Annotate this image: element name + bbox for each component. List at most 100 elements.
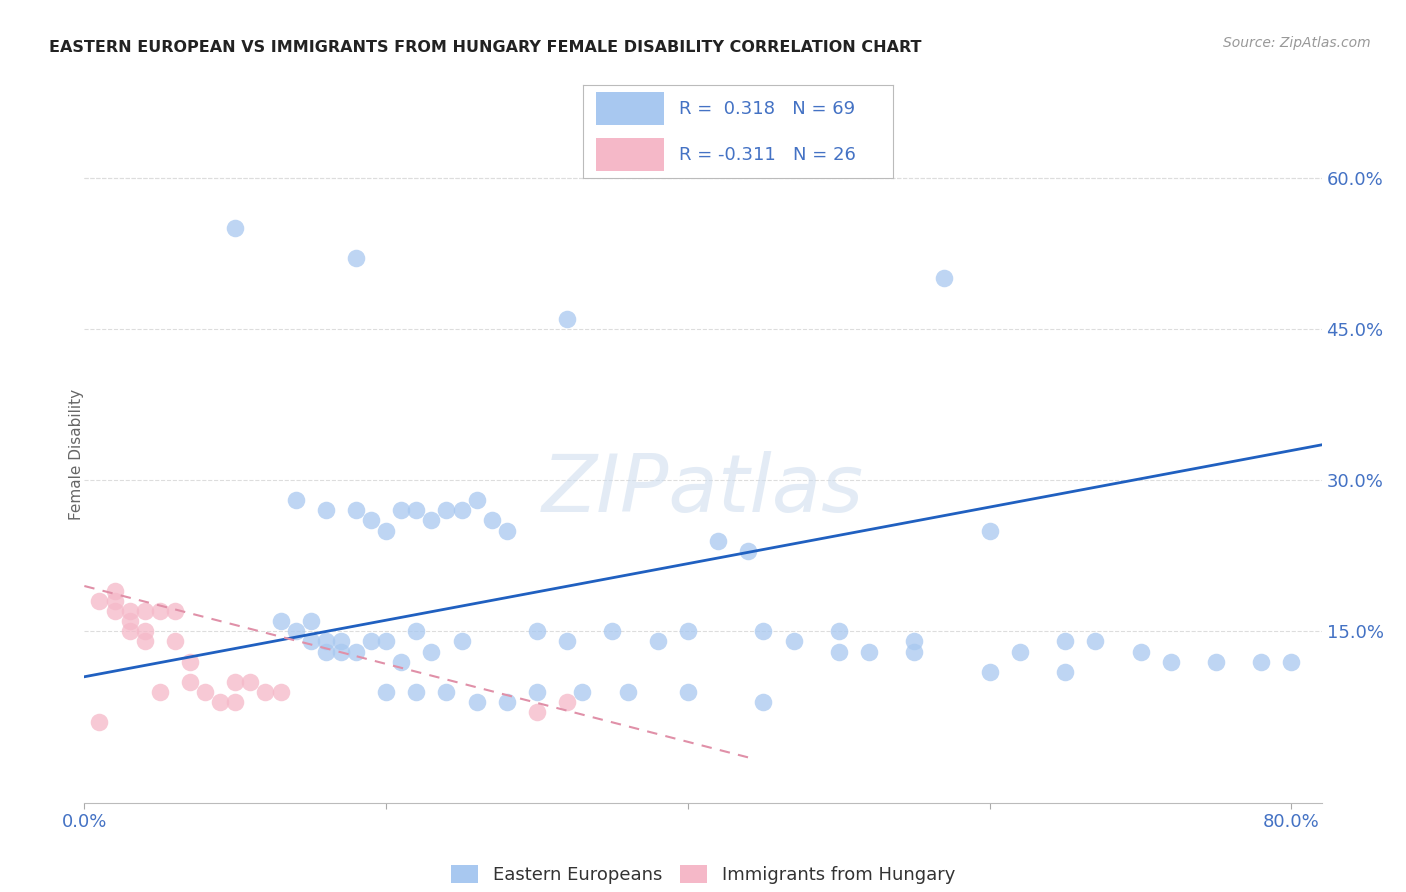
- Point: [224, 221, 246, 235]
- Point: [555, 695, 578, 709]
- Point: [1008, 644, 1031, 658]
- Y-axis label: Female Disability: Female Disability: [69, 389, 83, 521]
- Point: [239, 674, 262, 689]
- Point: [299, 615, 322, 629]
- Point: [329, 634, 352, 648]
- Point: [555, 311, 578, 326]
- Point: [149, 604, 172, 618]
- Point: [344, 644, 367, 658]
- Point: [1205, 655, 1227, 669]
- Point: [450, 634, 472, 648]
- Point: [103, 604, 125, 618]
- Point: [89, 715, 111, 730]
- Point: [647, 634, 669, 648]
- Point: [828, 644, 851, 658]
- Point: [360, 513, 382, 527]
- Point: [420, 644, 443, 658]
- Point: [118, 624, 141, 639]
- Point: [375, 634, 398, 648]
- Point: [179, 674, 201, 689]
- Point: [360, 634, 382, 648]
- Point: [616, 685, 638, 699]
- Point: [284, 493, 307, 508]
- Point: [602, 624, 624, 639]
- Point: [149, 685, 172, 699]
- Text: ZIPatlas: ZIPatlas: [541, 450, 865, 529]
- Point: [526, 705, 548, 719]
- Point: [405, 624, 427, 639]
- Point: [224, 674, 246, 689]
- Point: [436, 685, 458, 699]
- Point: [284, 624, 307, 639]
- Text: R =  0.318   N = 69: R = 0.318 N = 69: [679, 100, 855, 118]
- Point: [315, 644, 337, 658]
- Point: [134, 624, 156, 639]
- Point: [134, 634, 156, 648]
- Point: [1054, 634, 1077, 648]
- Bar: [596, 138, 664, 171]
- Point: [118, 615, 141, 629]
- Point: [375, 685, 398, 699]
- Point: [270, 615, 292, 629]
- Point: [89, 594, 111, 608]
- Point: [103, 594, 125, 608]
- Point: [405, 503, 427, 517]
- Point: [103, 584, 125, 599]
- Legend: Eastern Europeans, Immigrants from Hungary: Eastern Europeans, Immigrants from Hunga…: [451, 865, 955, 884]
- Point: [903, 644, 925, 658]
- Point: [495, 524, 517, 538]
- Point: [194, 685, 217, 699]
- Point: [344, 252, 367, 266]
- Point: [405, 685, 427, 699]
- Point: [752, 695, 775, 709]
- Point: [1054, 665, 1077, 679]
- Point: [828, 624, 851, 639]
- Point: [163, 634, 186, 648]
- Point: [179, 655, 201, 669]
- Point: [737, 543, 759, 558]
- Point: [465, 695, 488, 709]
- Text: EASTERN EUROPEAN VS IMMIGRANTS FROM HUNGARY FEMALE DISABILITY CORRELATION CHART: EASTERN EUROPEAN VS IMMIGRANTS FROM HUNG…: [49, 40, 922, 55]
- Point: [389, 655, 412, 669]
- Point: [436, 503, 458, 517]
- Point: [329, 644, 352, 658]
- Point: [315, 503, 337, 517]
- Point: [979, 524, 1001, 538]
- Point: [375, 524, 398, 538]
- Point: [118, 604, 141, 618]
- Point: [465, 493, 488, 508]
- Text: Source: ZipAtlas.com: Source: ZipAtlas.com: [1223, 36, 1371, 50]
- Point: [224, 695, 246, 709]
- Point: [1160, 655, 1182, 669]
- Point: [782, 634, 804, 648]
- Point: [270, 685, 292, 699]
- Text: R = -0.311   N = 26: R = -0.311 N = 26: [679, 145, 856, 163]
- Point: [858, 644, 880, 658]
- Point: [571, 685, 593, 699]
- Point: [134, 604, 156, 618]
- Point: [344, 503, 367, 517]
- Point: [450, 503, 472, 517]
- Point: [979, 665, 1001, 679]
- Point: [1129, 644, 1152, 658]
- Point: [495, 695, 517, 709]
- Point: [752, 624, 775, 639]
- Point: [707, 533, 730, 548]
- Point: [163, 604, 186, 618]
- Point: [254, 685, 277, 699]
- Point: [903, 634, 925, 648]
- Point: [526, 624, 548, 639]
- Point: [934, 271, 956, 285]
- Point: [389, 503, 412, 517]
- Bar: [596, 92, 664, 125]
- Point: [1281, 655, 1303, 669]
- Point: [481, 513, 503, 527]
- Point: [315, 634, 337, 648]
- Point: [555, 634, 578, 648]
- Point: [676, 624, 699, 639]
- Point: [526, 685, 548, 699]
- Point: [1084, 634, 1107, 648]
- Point: [676, 685, 699, 699]
- Point: [209, 695, 232, 709]
- Point: [299, 634, 322, 648]
